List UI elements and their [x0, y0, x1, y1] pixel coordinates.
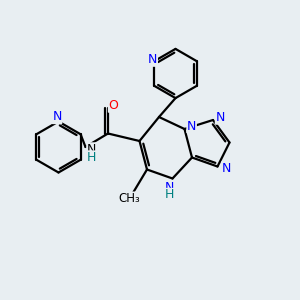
Text: O: O	[109, 99, 118, 112]
Text: H: H	[87, 151, 96, 164]
Text: N: N	[52, 110, 62, 124]
Text: N: N	[215, 111, 225, 124]
Text: N: N	[87, 143, 96, 156]
Text: N: N	[165, 181, 174, 194]
Text: H: H	[165, 188, 174, 202]
Text: N: N	[148, 53, 158, 66]
Text: N: N	[187, 119, 196, 133]
Text: CH₃: CH₃	[118, 192, 140, 205]
Text: N: N	[222, 161, 231, 175]
